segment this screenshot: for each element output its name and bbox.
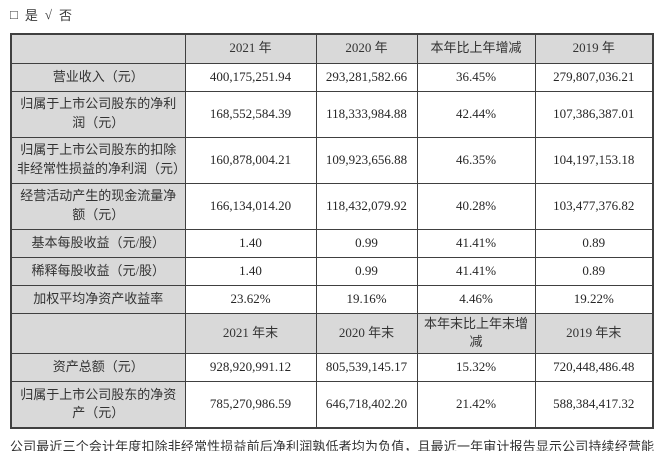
table-row-total-assets: 资产总额（元） 928,920,991.12 805,539,145.17 15… <box>10 353 654 383</box>
value-change: 41.41% <box>416 228 536 258</box>
value-2021: 400,175,251.94 <box>184 62 317 92</box>
value-2021: 166,134,014.20 <box>184 182 317 230</box>
table-row-diluted-eps: 稀释每股收益（元/股） 1.40 0.99 41.41% 0.89 <box>10 256 654 286</box>
value-2021: 785,270,986.59 <box>184 381 317 429</box>
value-2019: 720,448,486.48 <box>534 353 654 383</box>
value-change: 21.42% <box>416 381 536 429</box>
header-cell-empty <box>10 33 186 64</box>
table-row-net-assets: 归属于上市公司股东的净资产（元） 785,270,986.59 646,718,… <box>10 381 654 429</box>
value-2020: 805,539,145.17 <box>315 353 418 383</box>
header-cell-empty <box>10 312 186 355</box>
going-concern-footnote: 公司最近三个会计年度扣除非经常性损益前后净利润孰低者均为负值，且最近一年审计报告… <box>10 438 654 451</box>
value-2020: 19.16% <box>315 284 418 314</box>
row-label: 资产总额（元） <box>10 353 186 383</box>
table-row-weighted-avg-roe: 加权平均净资产收益率 23.62% 19.16% 4.46% 19.22% <box>10 284 654 314</box>
table-row-operating-cash-flow: 经营活动产生的现金流量净额（元） 166,134,014.20 118,432,… <box>10 182 654 230</box>
value-change: 42.44% <box>416 90 536 138</box>
value-2021: 1.40 <box>184 256 317 286</box>
value-2019: 0.89 <box>534 228 654 258</box>
table-header-row-yearend: 2021 年末 2020 年末 本年末比上年末增减 2019 年末 <box>10 312 654 355</box>
table-row-net-profit-excl-nonrecurring: 归属于上市公司股东的扣除非经常性损益的净利润（元） 160,878,004.21… <box>10 136 654 184</box>
value-change: 41.41% <box>416 256 536 286</box>
header-cell-2020: 2020 年 <box>315 33 418 64</box>
value-2019: 279,807,036.21 <box>534 62 654 92</box>
row-label: 归属于上市公司股东的净资产（元） <box>10 381 186 429</box>
checkbox-empty-icon[interactable]: □ <box>10 6 19 22</box>
table-row-revenue: 营业收入（元） 400,175,251.94 293,281,582.66 36… <box>10 62 654 92</box>
yes-label: 是 <box>24 8 39 23</box>
no-label: 否 <box>59 8 74 23</box>
value-2021: 23.62% <box>184 284 317 314</box>
row-label: 归属于上市公司股东的净利润（元） <box>10 90 186 138</box>
value-2019: 0.89 <box>534 256 654 286</box>
value-2019: 107,386,387.01 <box>534 90 654 138</box>
header-cell-yoy-change: 本年比上年增减 <box>416 33 536 64</box>
financial-summary-table: 2021 年 2020 年 本年比上年增减 2019 年 营业收入（元） 400… <box>10 33 654 429</box>
value-2019: 104,197,153.18 <box>534 136 654 184</box>
value-change: 40.28% <box>416 182 536 230</box>
value-2020: 0.99 <box>315 228 418 258</box>
yes-no-selector: □ 是 √ 否 <box>10 5 652 24</box>
row-label: 经营活动产生的现金流量净额（元） <box>10 182 186 230</box>
table-header-row-annual: 2021 年 2020 年 本年比上年增减 2019 年 <box>10 33 654 64</box>
value-2021: 1.40 <box>184 228 317 258</box>
row-label: 营业收入（元） <box>10 62 186 92</box>
value-change: 15.32% <box>416 353 536 383</box>
value-2020: 293,281,582.66 <box>315 62 418 92</box>
header-cell-2019-end: 2019 年末 <box>534 312 654 355</box>
header-cell-yearend-change: 本年末比上年末增减 <box>416 312 536 355</box>
value-change: 4.46% <box>416 284 536 314</box>
row-label: 加权平均净资产收益率 <box>10 284 186 314</box>
value-2019: 103,477,376.82 <box>534 182 654 230</box>
table-row-net-profit: 归属于上市公司股东的净利润（元） 168,552,584.39 118,333,… <box>10 90 654 138</box>
header-cell-2021: 2021 年 <box>184 33 317 64</box>
value-2021: 168,552,584.39 <box>184 90 317 138</box>
header-cell-2020-end: 2020 年末 <box>315 312 418 355</box>
value-2021: 160,878,004.21 <box>184 136 317 184</box>
row-label: 归属于上市公司股东的扣除非经常性损益的净利润（元） <box>10 136 186 184</box>
row-label: 稀释每股收益（元/股） <box>10 256 186 286</box>
value-change: 46.35% <box>416 136 536 184</box>
value-2019: 588,384,417.32 <box>534 381 654 429</box>
header-cell-2021-end: 2021 年末 <box>184 312 317 355</box>
value-2020: 118,432,079.92 <box>315 182 418 230</box>
value-2020: 646,718,402.20 <box>315 381 418 429</box>
table-row-basic-eps: 基本每股收益（元/股） 1.40 0.99 41.41% 0.89 <box>10 228 654 258</box>
value-change: 36.45% <box>416 62 536 92</box>
header-cell-2019: 2019 年 <box>534 33 654 64</box>
value-2020: 118,333,984.88 <box>315 90 418 138</box>
value-2019: 19.22% <box>534 284 654 314</box>
checkmark-icon[interactable]: √ <box>44 6 54 22</box>
value-2020: 109,923,656.88 <box>315 136 418 184</box>
value-2021: 928,920,991.12 <box>184 353 317 383</box>
value-2020: 0.99 <box>315 256 418 286</box>
row-label: 基本每股收益（元/股） <box>10 228 186 258</box>
